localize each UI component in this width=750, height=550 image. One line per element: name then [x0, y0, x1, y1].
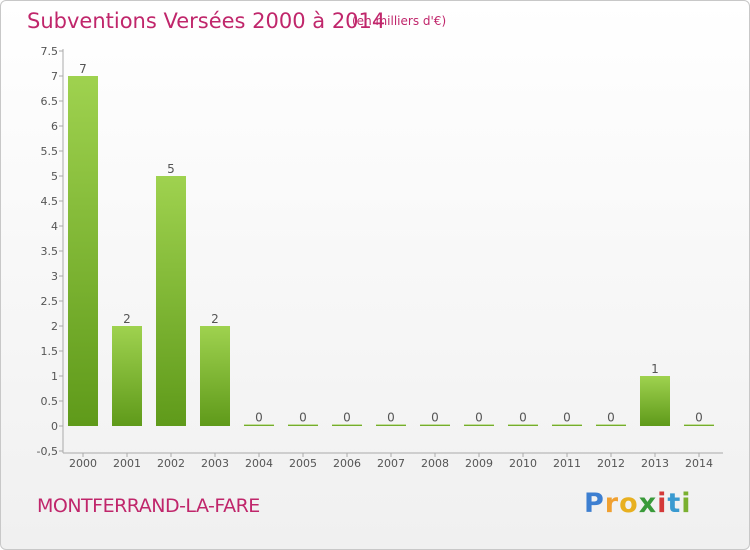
y-tick-label: 5 [51, 170, 58, 183]
commune-name: MONTFERRAND-LA-FARE [37, 495, 260, 517]
y-tick-label: 5.5 [41, 145, 59, 158]
bar-2009 [464, 424, 494, 426]
value-label-2013: 1 [651, 362, 659, 376]
x-tick-label: 2006 [333, 457, 361, 470]
bar-2006 [332, 424, 362, 426]
value-label-2000: 7 [79, 62, 87, 76]
x-tick-label: 2004 [245, 457, 273, 470]
x-tick-label: 2010 [509, 457, 537, 470]
bar-2011 [552, 424, 582, 426]
logo-letter: t [667, 488, 682, 519]
x-tick-label: 2014 [685, 457, 713, 470]
logo-letter: o [619, 488, 639, 519]
bar-2002 [156, 176, 186, 426]
x-tick-label: 2008 [421, 457, 449, 470]
chart-subtitle: (en milliers d'€) [352, 14, 447, 28]
bar-2004 [244, 424, 274, 426]
y-tick-label: 3.5 [41, 245, 59, 258]
x-tick-label: 2005 [289, 457, 317, 470]
y-tick-label: 6.5 [41, 95, 59, 108]
y-tick-label: 0 [51, 420, 58, 433]
value-label-2014: 0 [695, 411, 703, 425]
y-tick-label: 0.5 [41, 395, 59, 408]
bar-2012 [596, 424, 626, 426]
value-label-2012: 0 [607, 411, 615, 425]
y-tick-label: 4 [51, 220, 58, 233]
proxiti-logo: Proxiti [584, 488, 692, 519]
logo-letter: i [681, 488, 692, 519]
y-tick-label: 4.5 [41, 195, 59, 208]
logo-letter: P [584, 488, 605, 519]
y-tick-label: 7.5 [41, 45, 59, 58]
bar-2001 [112, 326, 142, 426]
bar-2008 [420, 424, 450, 426]
value-label-2006: 0 [343, 411, 351, 425]
logo-letter: x [638, 488, 658, 519]
x-tick-label: 2013 [641, 457, 669, 470]
y-tick-label: -0,5 [37, 445, 58, 458]
value-label-2011: 0 [563, 411, 571, 425]
y-tick-label: 7 [51, 70, 58, 83]
bar-2010 [508, 424, 538, 426]
y-tick-label: 2 [51, 320, 58, 333]
y-tick-label: 6 [51, 120, 58, 133]
value-label-2003: 2 [211, 312, 219, 326]
logo-letter: r [604, 488, 620, 519]
x-tick-label: 2003 [201, 457, 229, 470]
value-label-2004: 0 [255, 411, 263, 425]
x-tick-label: 2000 [69, 457, 97, 470]
value-label-2008: 0 [431, 411, 439, 425]
x-tick-label: 2012 [597, 457, 625, 470]
x-tick-label: 2002 [157, 457, 185, 470]
value-label-2001: 2 [123, 312, 131, 326]
value-label-2007: 0 [387, 411, 395, 425]
bar-2005 [288, 424, 318, 426]
bar-2014 [684, 424, 714, 426]
x-tick-label: 2001 [113, 457, 141, 470]
value-label-2005: 0 [299, 411, 307, 425]
value-label-2002: 5 [167, 162, 175, 176]
bar-2000 [68, 76, 98, 426]
y-tick-label: 1.5 [41, 345, 59, 358]
x-tick-label: 2009 [465, 457, 493, 470]
bar-2007 [376, 424, 406, 426]
y-tick-label: 3 [51, 270, 58, 283]
x-tick-label: 2011 [553, 457, 581, 470]
bar-2003 [200, 326, 230, 426]
value-label-2010: 0 [519, 411, 527, 425]
value-label-2009: 0 [475, 411, 483, 425]
bar-2013 [640, 376, 670, 426]
x-tick-label: 2007 [377, 457, 405, 470]
y-tick-label: 1 [51, 370, 58, 383]
logo-letter: i [657, 488, 668, 519]
y-tick-label: 2.5 [41, 295, 59, 308]
chart-title: Subventions Versées 2000 à 2014 [27, 9, 386, 33]
